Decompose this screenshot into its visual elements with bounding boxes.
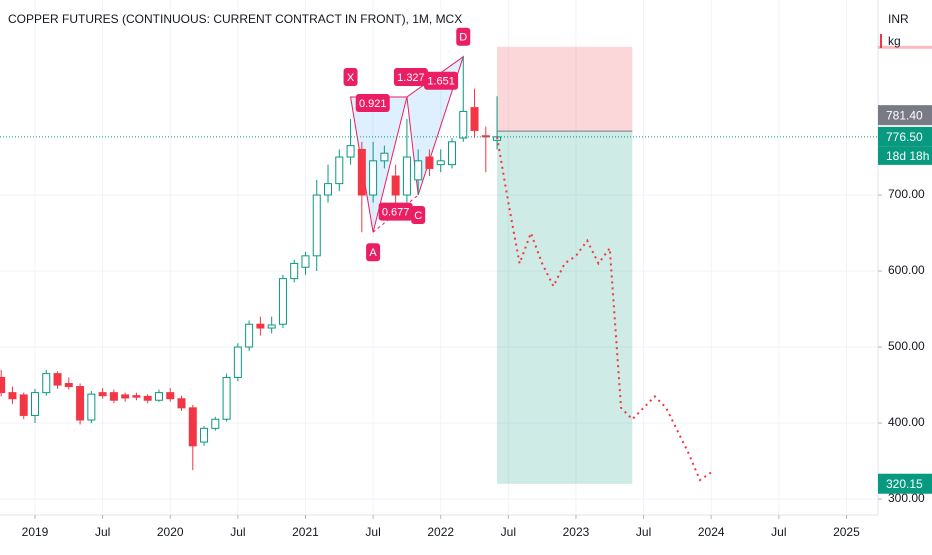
candle-body [0, 376, 6, 394]
y-tick-label: 700.00 [888, 187, 925, 201]
candle-body [177, 398, 186, 409]
y-tick-label: 600.00 [888, 263, 925, 277]
candle-body [324, 183, 333, 196]
target-zone [497, 131, 633, 484]
candle-body [19, 394, 28, 416]
candle-body [42, 373, 51, 394]
x-tick-label: 2019 [22, 525, 49, 539]
candle-body [211, 418, 220, 429]
candle-body [233, 346, 242, 378]
candle-body [369, 160, 378, 196]
y-tick-label: 500.00 [888, 339, 925, 353]
axes: 300.00 400.00 500.00 600.00 700.00 2019 Jul 202… [22, 45, 932, 539]
candle-body [256, 323, 265, 329]
candle-body [245, 323, 254, 348]
pattern-label-bg [366, 243, 381, 262]
x-tick-label: 2024 [698, 525, 725, 539]
unit: kg [888, 34, 901, 48]
x-tick-label: 2023 [563, 525, 590, 539]
x-tick-label: Jul [95, 525, 110, 539]
candle-body [357, 148, 366, 196]
price-label: 776.50 [886, 130, 923, 144]
candle-body [87, 393, 96, 421]
candle-body [436, 160, 445, 166]
ratio-label-bg [378, 202, 413, 221]
ratio-label: 1.651 [427, 76, 455, 88]
candle-body [459, 110, 468, 139]
candle-body [290, 262, 299, 280]
candle-body [166, 392, 175, 400]
ratio-label: 1.327 [397, 72, 425, 84]
pattern-label-bg [411, 206, 426, 225]
chart-title: COPPER FUTURES (CONTINUOUS: CURRENT CONT… [8, 12, 462, 26]
price-label-bg [878, 473, 932, 494]
candle-body [98, 392, 107, 397]
candle-body [481, 135, 490, 138]
ratio-label: 0.677 [382, 207, 410, 219]
ratio-label-bg [424, 71, 459, 90]
pattern-dashed [372, 194, 419, 233]
price-label: 320.15 [886, 477, 923, 491]
candle-body [64, 383, 73, 388]
candle-body [470, 107, 479, 131]
x-tick-label: Jul [771, 525, 786, 539]
candle-body [447, 141, 456, 166]
pattern-label: A [369, 247, 377, 259]
y-tick-label: 400.00 [888, 415, 925, 429]
candle-body [31, 392, 39, 416]
x-tick-label: Jul [365, 525, 380, 539]
candle-body [391, 175, 400, 196]
candle-body [335, 156, 344, 185]
candle-body [154, 392, 163, 401]
currency: INR [888, 12, 909, 26]
ratio-label-bg [393, 67, 428, 86]
candle-body [200, 427, 209, 443]
candle-body [132, 395, 141, 398]
price-label-bg [878, 105, 932, 126]
candle-body [346, 145, 355, 158]
stop-marker [878, 45, 932, 49]
price-label-bg [878, 126, 932, 147]
pattern-label: C [414, 210, 422, 222]
candle-body [301, 255, 310, 268]
x-tick-label: 2020 [157, 525, 184, 539]
countdown-bg [878, 146, 932, 165]
candle-body [143, 395, 152, 401]
candle-body [402, 156, 411, 196]
x-tick-label: 2022 [427, 525, 454, 539]
candle-body [414, 160, 423, 181]
price-label: 781.40 [886, 108, 923, 122]
candle-body [222, 376, 231, 420]
candle-body [76, 386, 85, 421]
pattern-label: D [459, 32, 467, 44]
candle-body [267, 324, 276, 329]
candle-body [312, 194, 321, 257]
candle-body [380, 152, 389, 162]
pattern-label-bg [456, 27, 471, 46]
x-tick-label: 2021 [292, 525, 319, 539]
ratio-label: 0.921 [359, 98, 387, 110]
candle-body [8, 392, 17, 400]
x-tick-label: 2025 [833, 525, 860, 539]
y-tick-label: 300.00 [888, 491, 925, 505]
x-tick-label: Jul [636, 525, 651, 539]
candle-body [121, 394, 130, 399]
candle-body [109, 392, 118, 401]
candle-body [278, 278, 287, 325]
pattern-label-bg [343, 67, 358, 86]
countdown: 18d 18h [886, 149, 929, 163]
ratio-label-bg [355, 93, 390, 112]
pattern-label: X [347, 72, 355, 84]
candle-body [53, 373, 62, 386]
stop-zone [497, 46, 633, 132]
candle-body [425, 156, 434, 169]
candle-body [188, 407, 197, 447]
x-tick-label: Jul [230, 525, 245, 539]
x-tick-label: Jul [501, 525, 516, 539]
